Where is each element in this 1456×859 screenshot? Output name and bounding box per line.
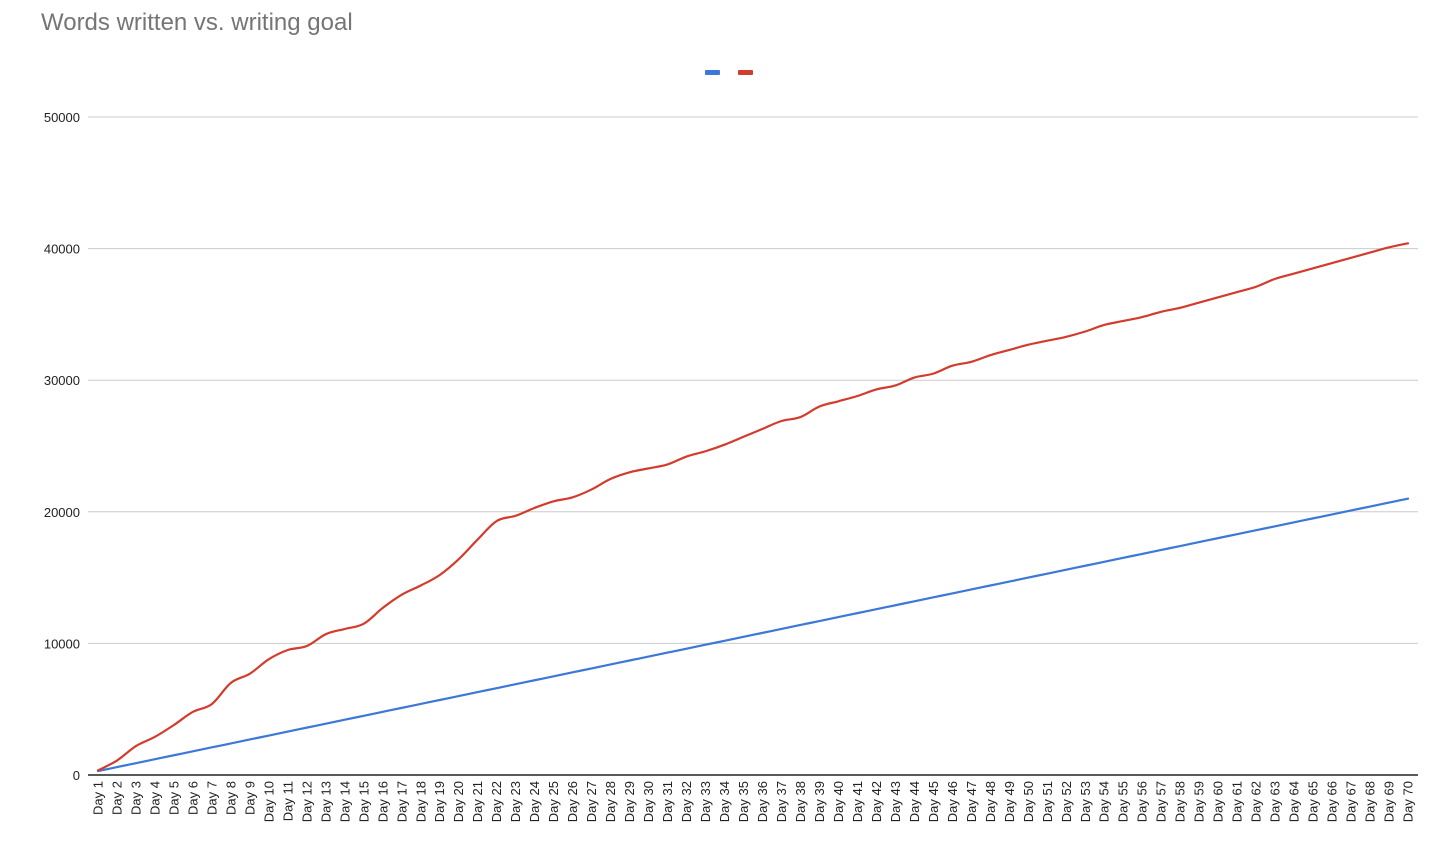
x-tick-label: Day 37	[774, 781, 789, 822]
y-tick-label: 10000	[44, 636, 80, 651]
x-tick-label: Day 12	[299, 781, 314, 822]
x-tick-label: Day 59	[1192, 781, 1207, 822]
x-tick-label: Day 1	[91, 781, 106, 815]
x-tick-label: Day 67	[1344, 781, 1359, 822]
chart-title: Words written vs. writing goal	[41, 9, 353, 36]
x-tick-label: Day 52	[1059, 781, 1074, 822]
gridlines	[88, 116, 1418, 776]
series-line-2	[96, 242, 1410, 772]
x-tick-label: Day 49	[1002, 781, 1017, 822]
x-tick-label: Day 47	[964, 781, 979, 822]
x-tick-label: Day 13	[318, 781, 333, 822]
x-tick-label: Day 58	[1173, 781, 1188, 822]
x-tick-label: Day 24	[527, 781, 542, 822]
x-tick-label: Day 65	[1306, 781, 1321, 822]
x-tick-label: Day 26	[565, 781, 580, 822]
x-tick-label: Day 2	[109, 781, 124, 815]
x-tick-label: Day 46	[945, 781, 960, 822]
x-tick-label: Day 60	[1211, 781, 1226, 822]
x-tick-label: Day 3	[128, 781, 143, 815]
x-tick-label: Day 62	[1249, 781, 1264, 822]
x-tick-label: Day 50	[1021, 781, 1036, 822]
x-tick-label: Day 21	[470, 781, 485, 822]
y-tick-label: 0	[73, 768, 80, 783]
x-tick-label: Day 31	[660, 781, 675, 822]
x-tick-label: Day 20	[451, 781, 466, 822]
x-tick-label: Day 4	[147, 781, 162, 815]
x-tick-label: Day 42	[869, 781, 884, 822]
x-tick-label: Day 70	[1401, 781, 1416, 822]
x-tick-label: Day 53	[1078, 781, 1093, 822]
x-tick-label: Day 63	[1268, 781, 1283, 822]
x-tick-label: Day 64	[1287, 781, 1302, 822]
x-tick-label: Day 17	[394, 781, 409, 822]
x-tick-label: Day 8	[223, 781, 238, 815]
x-tick-label: Day 68	[1363, 781, 1378, 822]
x-tick-label: Day 29	[622, 781, 637, 822]
x-tick-label: Day 25	[546, 781, 561, 822]
x-tick-label: Day 18	[413, 781, 428, 822]
x-tick-label: Day 41	[850, 781, 865, 822]
x-tick-label: Day 34	[717, 781, 732, 822]
x-tick-label: Day 54	[1097, 781, 1112, 822]
x-tick-label: Day 27	[584, 781, 599, 822]
legend-swatch-1	[705, 70, 720, 75]
x-tick-label: Day 38	[793, 781, 808, 822]
x-tick-label: Day 55	[1116, 781, 1131, 822]
legend-swatch-2	[738, 70, 753, 75]
x-tick-label: Day 9	[242, 781, 257, 815]
y-tick-label: 50000	[44, 110, 80, 125]
x-tick-label: Day 28	[603, 781, 618, 822]
x-tick-label: Day 30	[641, 781, 656, 822]
x-tick-label: Day 36	[755, 781, 770, 822]
x-axis-ticks: Day 1 Day 2 Day 3 Day 4 Day 5 Day 6 Day 7 Day 8…	[91, 781, 1416, 822]
x-tick-label: Day 39	[812, 781, 827, 822]
x-tick-label: Day 40	[831, 781, 846, 822]
series-group	[96, 242, 1410, 773]
x-tick-label: Day 51	[1040, 781, 1055, 822]
legend	[705, 70, 753, 75]
x-tick-label: Day 44	[907, 781, 922, 822]
y-axis-ticks: 0 10000 20000 30000 40000 50000	[44, 110, 80, 783]
x-tick-label: Day 16	[375, 781, 390, 822]
x-tick-label: Day 43	[888, 781, 903, 822]
series-line-1	[96, 497, 1410, 773]
x-tick-label: Day 22	[489, 781, 504, 822]
x-tick-label: Day 11	[280, 781, 295, 821]
x-tick-label: Day 45	[926, 781, 941, 822]
x-tick-label: Day 15	[356, 781, 371, 822]
x-tick-label: Day 19	[432, 781, 447, 822]
x-tick-label: Day 33	[698, 781, 713, 822]
x-tick-label: Day 6	[185, 781, 200, 815]
x-tick-label: Day 61	[1230, 781, 1245, 822]
x-tick-label: Day 56	[1135, 781, 1150, 822]
x-tick-label: Day 23	[508, 781, 523, 822]
x-tick-label: Day 35	[736, 781, 751, 822]
x-tick-label: Day 69	[1382, 781, 1397, 822]
x-tick-label: Day 57	[1154, 781, 1169, 822]
x-tick-label: Day 32	[679, 781, 694, 822]
x-tick-label: Day 5	[166, 781, 181, 815]
x-tick-label: Day 48	[983, 781, 998, 822]
x-tick-label: Day 7	[204, 781, 219, 815]
x-tick-label: Day 10	[261, 781, 276, 822]
y-tick-label: 40000	[44, 242, 80, 257]
x-tick-label: Day 14	[337, 781, 352, 822]
x-tick-label: Day 66	[1325, 781, 1340, 822]
y-tick-label: 20000	[44, 505, 80, 520]
y-tick-label: 30000	[44, 373, 80, 388]
